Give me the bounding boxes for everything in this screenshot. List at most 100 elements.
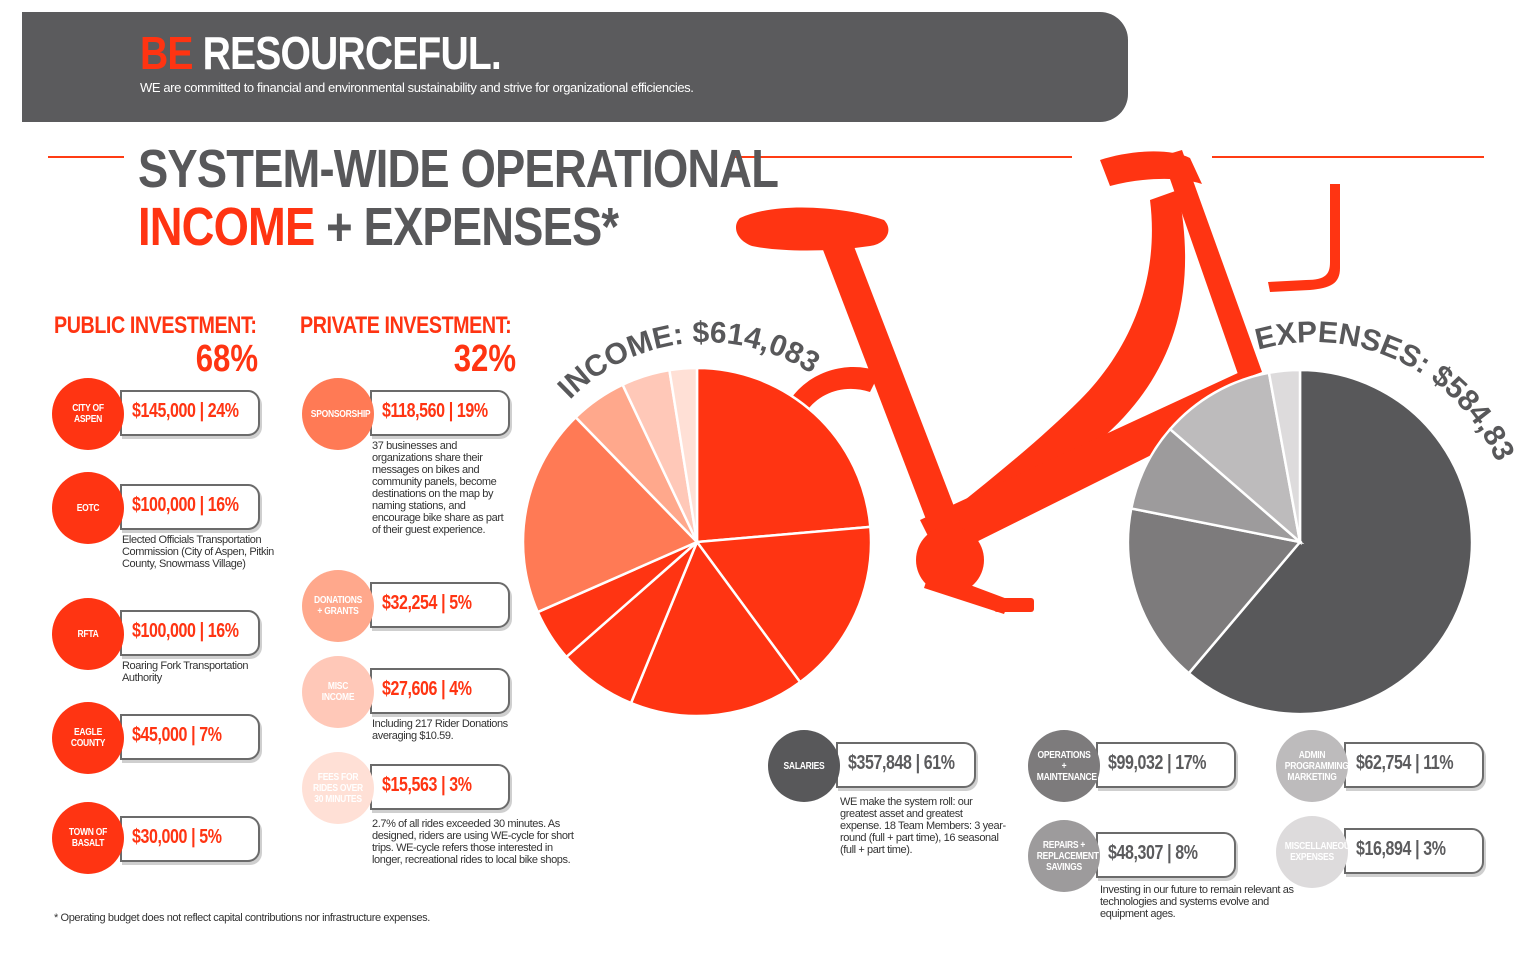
private-item-pill: $15,563 | 3%	[370, 764, 510, 810]
public-item-pill: $145,000 | 24%	[120, 390, 260, 436]
public-item-note: Roaring Fork Transportation Authority	[122, 660, 249, 684]
expense-item-pill: $16,894 | 3%	[1344, 828, 1484, 874]
private-investment-label: PRIVATE INVESTMENT:	[300, 312, 512, 339]
private-item-value: $27,606 | 4%	[382, 678, 472, 700]
expense-item-value: $357,848 | 61%	[848, 752, 955, 774]
title-rule-right	[1212, 156, 1484, 158]
private-item-badge: SPONSORSHIP	[302, 378, 374, 450]
private-item-badge: FEES FOR RIDES OVER 30 MINUTES	[302, 752, 374, 824]
income-pie	[521, 366, 873, 718]
bike-frame	[736, 150, 1340, 614]
title-rule-mid	[734, 156, 1072, 158]
expense-item-value: $16,894 | 3%	[1356, 838, 1446, 860]
expense-item-badge: ADMIN PROGRAMMING MARKETING	[1276, 730, 1349, 802]
income-slice	[629, 539, 802, 718]
expense-item-pill: $99,032 | 17%	[1096, 742, 1236, 788]
public-item-name: RFTA	[77, 628, 99, 640]
public-item-name: CITY OF ASPEN	[72, 403, 104, 425]
income-slice	[667, 366, 699, 543]
private-item-name: MISC INCOME	[321, 681, 355, 703]
expense-slice	[1126, 507, 1303, 675]
expense-pie	[1126, 368, 1474, 716]
bike-seattube	[820, 236, 970, 556]
bike-pedal-arm	[924, 570, 1010, 614]
public-item-value: $45,000 | 7%	[132, 724, 222, 746]
public-item-name: EAGLE COUNTY	[70, 727, 106, 749]
private-item-pill: $32,254 | 5%	[370, 582, 510, 628]
private-item-pill: $27,606 | 4%	[370, 668, 510, 714]
title-rest: + EXPENSES*	[326, 197, 619, 257]
footnote: * Operating budget does not reflect capi…	[54, 912, 430, 924]
bike-stem	[1162, 150, 1262, 380]
banner-be: BE	[140, 27, 193, 79]
bike-rear-stay	[790, 367, 880, 412]
bike-handlebar	[1100, 151, 1202, 186]
expense-item-value: $99,032 | 17%	[1108, 752, 1207, 774]
public-item-badge: TOWN OF BASALT	[52, 802, 124, 874]
public-item-pill: $45,000 | 7%	[120, 714, 260, 760]
private-item-name: SPONSORSHIP	[310, 408, 371, 420]
private-item-badge: DONATIONS + GRANTS	[302, 570, 374, 642]
income-slice	[521, 415, 700, 614]
public-item-badge: RFTA	[52, 598, 124, 670]
banner-headline-text: RESOURCEFUL.	[202, 27, 502, 79]
public-investment-label: PUBLIC INVESTMENT:	[54, 312, 257, 339]
public-item-badge: EAGLE COUNTY	[52, 702, 124, 774]
expense-slice	[1168, 371, 1302, 546]
expense-item-name: ADMIN PROGRAMMING MARKETING	[1284, 749, 1349, 783]
private-item-name: FEES FOR RIDES OVER 30 MINUTES	[313, 771, 363, 805]
public-investment-percent: 68%	[195, 338, 258, 380]
public-item-name: EOTC	[76, 502, 100, 514]
public-item-value: $145,000 | 24%	[132, 400, 239, 422]
public-item-pill: $30,000 | 5%	[120, 816, 260, 862]
expense-item-pill: $357,848 | 61%	[836, 742, 976, 788]
expense-item-value: $62,754 | 11%	[1356, 752, 1454, 774]
private-item-note: Including 217 Rider Donations averaging …	[372, 718, 508, 742]
bike-seat	[736, 207, 889, 251]
public-item-value: $100,000 | 16%	[132, 494, 239, 516]
public-item-badge: EOTC	[52, 472, 124, 544]
private-item-note: 37 businesses and organizations share th…	[372, 440, 504, 536]
expense-item-pill: $62,754 | 11%	[1344, 742, 1484, 788]
bike-pedal	[994, 598, 1034, 612]
expense-item-name: MISCELLANEOUS EXPENSES	[1284, 841, 1356, 863]
expense-item-note: WE make the system roll: our greatest as…	[840, 796, 1006, 856]
expense-item-badge: SALARIES	[768, 730, 840, 802]
bike-chainstay	[920, 372, 1262, 560]
banner-headline: BE RESOURCEFUL.	[140, 26, 502, 80]
income-slice	[695, 366, 872, 544]
public-item-pill: $100,000 | 16%	[120, 484, 260, 530]
public-item-pill: $100,000 | 16%	[120, 610, 260, 656]
expense-item-name: SALARIES	[783, 760, 825, 772]
private-item-note: 2.7% of all rides exceeded 30 minutes. A…	[372, 818, 574, 866]
title-rule-left	[48, 156, 124, 158]
private-item-badge: MISC INCOME	[302, 656, 374, 728]
expense-slice	[1267, 368, 1302, 543]
title-income: INCOME	[138, 197, 315, 257]
expense-item-name: REPAIRS + REPLACEMENT SAVINGS	[1036, 839, 1099, 873]
private-investment-percent: 32%	[453, 338, 516, 380]
private-item-value: $118,560 | 19%	[382, 400, 488, 422]
expense-item-note: Investing in our future to remain releva…	[1100, 884, 1294, 920]
expense-item-value: $48,307 | 8%	[1108, 842, 1198, 864]
page-title: SYSTEM-WIDE OPERATIONAL INCOME + EXPENSE…	[138, 139, 779, 256]
bike-grip	[1268, 184, 1340, 292]
public-item-value: $30,000 | 5%	[132, 826, 222, 848]
private-item-pill: $118,560 | 19%	[370, 390, 510, 436]
expense-slice	[1187, 368, 1474, 716]
income-slice	[694, 525, 873, 684]
expense-item-badge: OPERATIONS + MAINTENANCE	[1028, 730, 1100, 802]
public-item-name: TOWN OF BASALT	[68, 827, 108, 849]
public-item-value: $100,000 | 16%	[132, 620, 239, 642]
title-line1: SYSTEM-WIDE OPERATIONAL	[138, 139, 779, 199]
banner-tagline: WE are committed to financial and enviro…	[140, 80, 694, 95]
private-item-value: $32,254 | 5%	[382, 592, 472, 614]
private-item-name: DONATIONS + GRANTS	[313, 595, 363, 617]
private-item-value: $15,563 | 3%	[382, 774, 472, 796]
expense-item-pill: $48,307 | 8%	[1096, 832, 1236, 878]
title-line2: INCOME + EXPENSES*	[138, 198, 778, 256]
header-banner: BE RESOURCEFUL. WE are committed to fina…	[22, 12, 1128, 122]
expense-item-name: OPERATIONS + MAINTENANCE	[1036, 749, 1097, 783]
public-item-badge: CITY OF ASPEN	[52, 378, 124, 450]
